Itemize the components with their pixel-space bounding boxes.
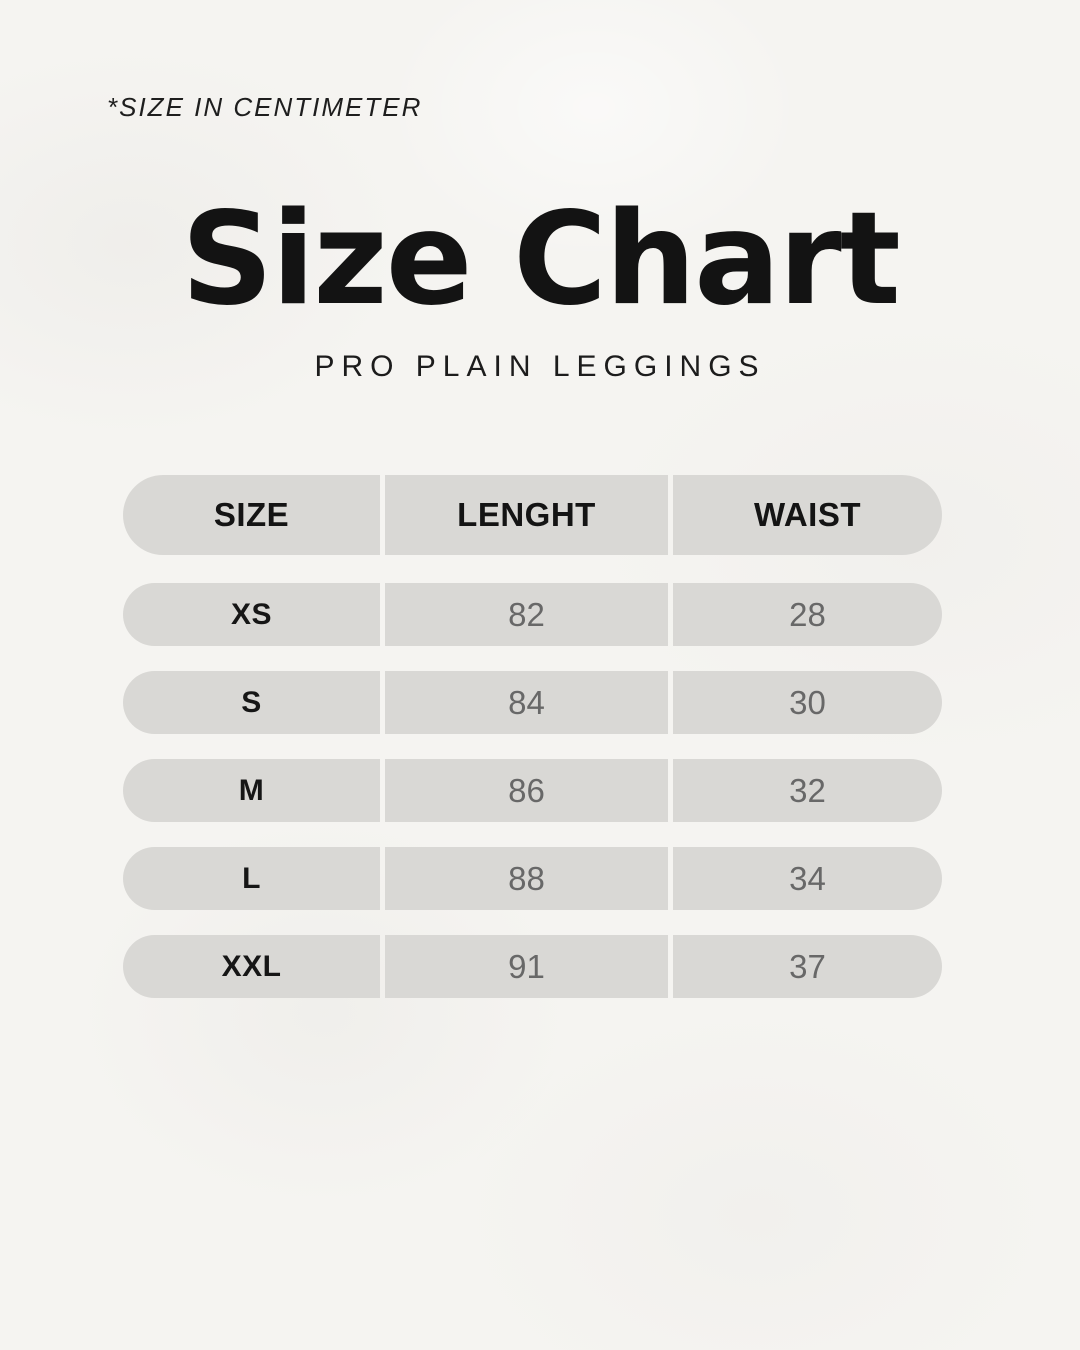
table-row: XXL 91 37	[123, 935, 942, 998]
table-row: XS 82 28	[123, 583, 942, 646]
length-value: 86	[385, 759, 668, 822]
table-row: M 86 32	[123, 759, 942, 822]
size-chart-table: SIZE LENGHT WAIST XS 82 28 S 84 30 M 86 …	[123, 475, 942, 998]
header-cell-waist: WAIST	[673, 475, 942, 555]
size-unit-note: *SIZE IN CENTIMETER	[107, 92, 423, 122]
header-cell-size: SIZE	[123, 475, 380, 555]
table-row: S 84 30	[123, 671, 942, 734]
waist-value: 37	[673, 935, 942, 998]
product-subtitle: PRO PLAIN LEGGINGS	[314, 350, 766, 383]
table-header-row: SIZE LENGHT WAIST	[123, 475, 942, 555]
size-label: XS	[123, 583, 380, 646]
page-title: Size Chart	[181, 185, 901, 334]
length-value: 91	[385, 935, 668, 998]
waist-value: 34	[673, 847, 942, 910]
size-label: L	[123, 847, 380, 910]
size-label: M	[123, 759, 380, 822]
length-value: 82	[385, 583, 668, 646]
waist-value: 32	[673, 759, 942, 822]
header-cell-length: LENGHT	[385, 475, 668, 555]
length-value: 84	[385, 671, 668, 734]
size-label: S	[123, 671, 380, 734]
waist-value: 28	[673, 583, 942, 646]
waist-value: 30	[673, 671, 942, 734]
table-row: L 88 34	[123, 847, 942, 910]
length-value: 88	[385, 847, 668, 910]
size-label: XXL	[123, 935, 380, 998]
